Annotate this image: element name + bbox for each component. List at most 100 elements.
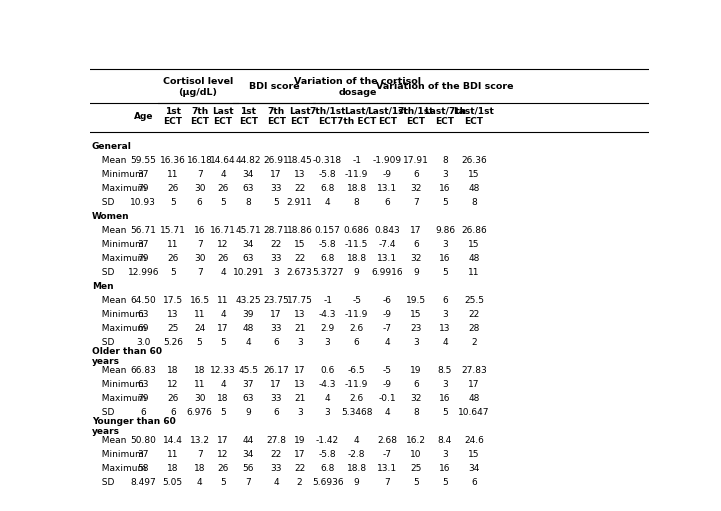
Text: 6: 6 [413, 240, 419, 249]
Text: 37: 37 [242, 380, 254, 389]
Text: 3: 3 [442, 171, 448, 179]
Text: 6.8: 6.8 [320, 184, 335, 193]
Text: -6.5: -6.5 [348, 366, 366, 375]
Text: 13.1: 13.1 [377, 184, 397, 193]
Text: 13.1: 13.1 [377, 254, 397, 263]
Text: 24: 24 [194, 324, 205, 333]
Text: 12: 12 [218, 450, 229, 459]
Text: 2.911: 2.911 [287, 198, 312, 207]
Text: Minimum: Minimum [96, 240, 143, 249]
Text: 3: 3 [324, 408, 330, 417]
Text: Maximum: Maximum [96, 464, 146, 473]
Text: 5: 5 [170, 198, 176, 207]
Text: 33: 33 [270, 464, 282, 473]
Text: 11: 11 [167, 450, 179, 459]
Text: 15: 15 [468, 450, 479, 459]
Text: 79: 79 [138, 184, 149, 193]
Text: 2.9: 2.9 [320, 324, 335, 333]
Text: -5: -5 [352, 296, 361, 305]
Text: -9: -9 [383, 380, 392, 389]
Text: 48: 48 [469, 394, 479, 403]
Text: 56: 56 [242, 464, 254, 473]
Text: 6: 6 [442, 296, 448, 305]
Text: 16: 16 [194, 226, 205, 235]
Text: 16: 16 [439, 184, 451, 193]
Text: 34: 34 [469, 464, 479, 473]
Text: 0.686: 0.686 [344, 226, 370, 235]
Text: 4: 4 [324, 198, 330, 207]
Text: 4: 4 [273, 478, 279, 487]
Text: 19: 19 [294, 436, 306, 445]
Text: Minimum: Minimum [96, 450, 143, 459]
Text: 37: 37 [138, 171, 149, 179]
Text: 18: 18 [167, 366, 179, 375]
Text: 27.8: 27.8 [266, 436, 286, 445]
Text: -5.8: -5.8 [319, 450, 337, 459]
Text: 25: 25 [410, 464, 422, 473]
Text: -9: -9 [383, 310, 392, 319]
Text: 2.68: 2.68 [377, 436, 397, 445]
Text: 32: 32 [410, 394, 422, 403]
Text: -7: -7 [383, 324, 392, 333]
Text: 30: 30 [194, 254, 205, 263]
Text: 24.6: 24.6 [464, 436, 484, 445]
Text: 79: 79 [138, 254, 149, 263]
Text: 5: 5 [442, 198, 448, 207]
Text: 9: 9 [354, 478, 360, 487]
Text: 39: 39 [242, 310, 254, 319]
Text: 17.91: 17.91 [403, 156, 429, 166]
Text: 18.45: 18.45 [287, 156, 312, 166]
Text: 17: 17 [217, 324, 229, 333]
Text: 7: 7 [197, 240, 203, 249]
Text: 13: 13 [294, 310, 306, 319]
Text: 28.71: 28.71 [263, 226, 289, 235]
Text: 15.71: 15.71 [160, 226, 186, 235]
Text: Last/7th
ECT: Last/7th ECT [424, 107, 466, 126]
Text: 4: 4 [245, 338, 251, 347]
Text: 5: 5 [273, 198, 279, 207]
Text: 4: 4 [324, 394, 330, 403]
Text: 11: 11 [194, 380, 205, 389]
Text: 17: 17 [270, 310, 282, 319]
Text: Maximum: Maximum [96, 254, 146, 263]
Text: 11: 11 [468, 268, 479, 277]
Text: 11: 11 [167, 171, 179, 179]
Text: 17: 17 [270, 380, 282, 389]
Text: 21: 21 [294, 324, 306, 333]
Text: 12.33: 12.33 [211, 366, 236, 375]
Text: 6: 6 [471, 478, 477, 487]
Text: 4: 4 [221, 310, 226, 319]
Text: 18: 18 [217, 394, 229, 403]
Text: 0.6: 0.6 [320, 366, 335, 375]
Text: Maximum: Maximum [96, 394, 146, 403]
Text: 13: 13 [294, 171, 306, 179]
Text: 3: 3 [442, 310, 448, 319]
Text: 63: 63 [242, 394, 254, 403]
Text: 22: 22 [469, 310, 479, 319]
Text: SD: SD [96, 408, 114, 417]
Text: 30: 30 [194, 184, 205, 193]
Text: 18.86: 18.86 [287, 226, 313, 235]
Text: Maximum: Maximum [96, 184, 146, 193]
Text: Mean: Mean [96, 156, 126, 166]
Text: 32: 32 [410, 184, 422, 193]
Text: -0.1: -0.1 [379, 394, 397, 403]
Text: 48: 48 [469, 184, 479, 193]
Text: 15: 15 [468, 240, 479, 249]
Text: 8.5: 8.5 [438, 366, 452, 375]
Text: 66.83: 66.83 [131, 366, 156, 375]
Text: 23: 23 [410, 324, 422, 333]
Text: 6.9916: 6.9916 [371, 268, 403, 277]
Text: -11.9: -11.9 [345, 171, 368, 179]
Text: Mean: Mean [96, 226, 126, 235]
Text: 26: 26 [167, 254, 179, 263]
Text: 15: 15 [410, 310, 422, 319]
Text: 5: 5 [220, 338, 226, 347]
Text: SD: SD [96, 268, 114, 277]
Text: 34: 34 [242, 240, 254, 249]
Text: 26.17: 26.17 [263, 366, 289, 375]
Text: 58: 58 [138, 464, 149, 473]
Text: 37: 37 [138, 450, 149, 459]
Text: Minimum: Minimum [96, 171, 143, 179]
Text: 5: 5 [442, 478, 448, 487]
